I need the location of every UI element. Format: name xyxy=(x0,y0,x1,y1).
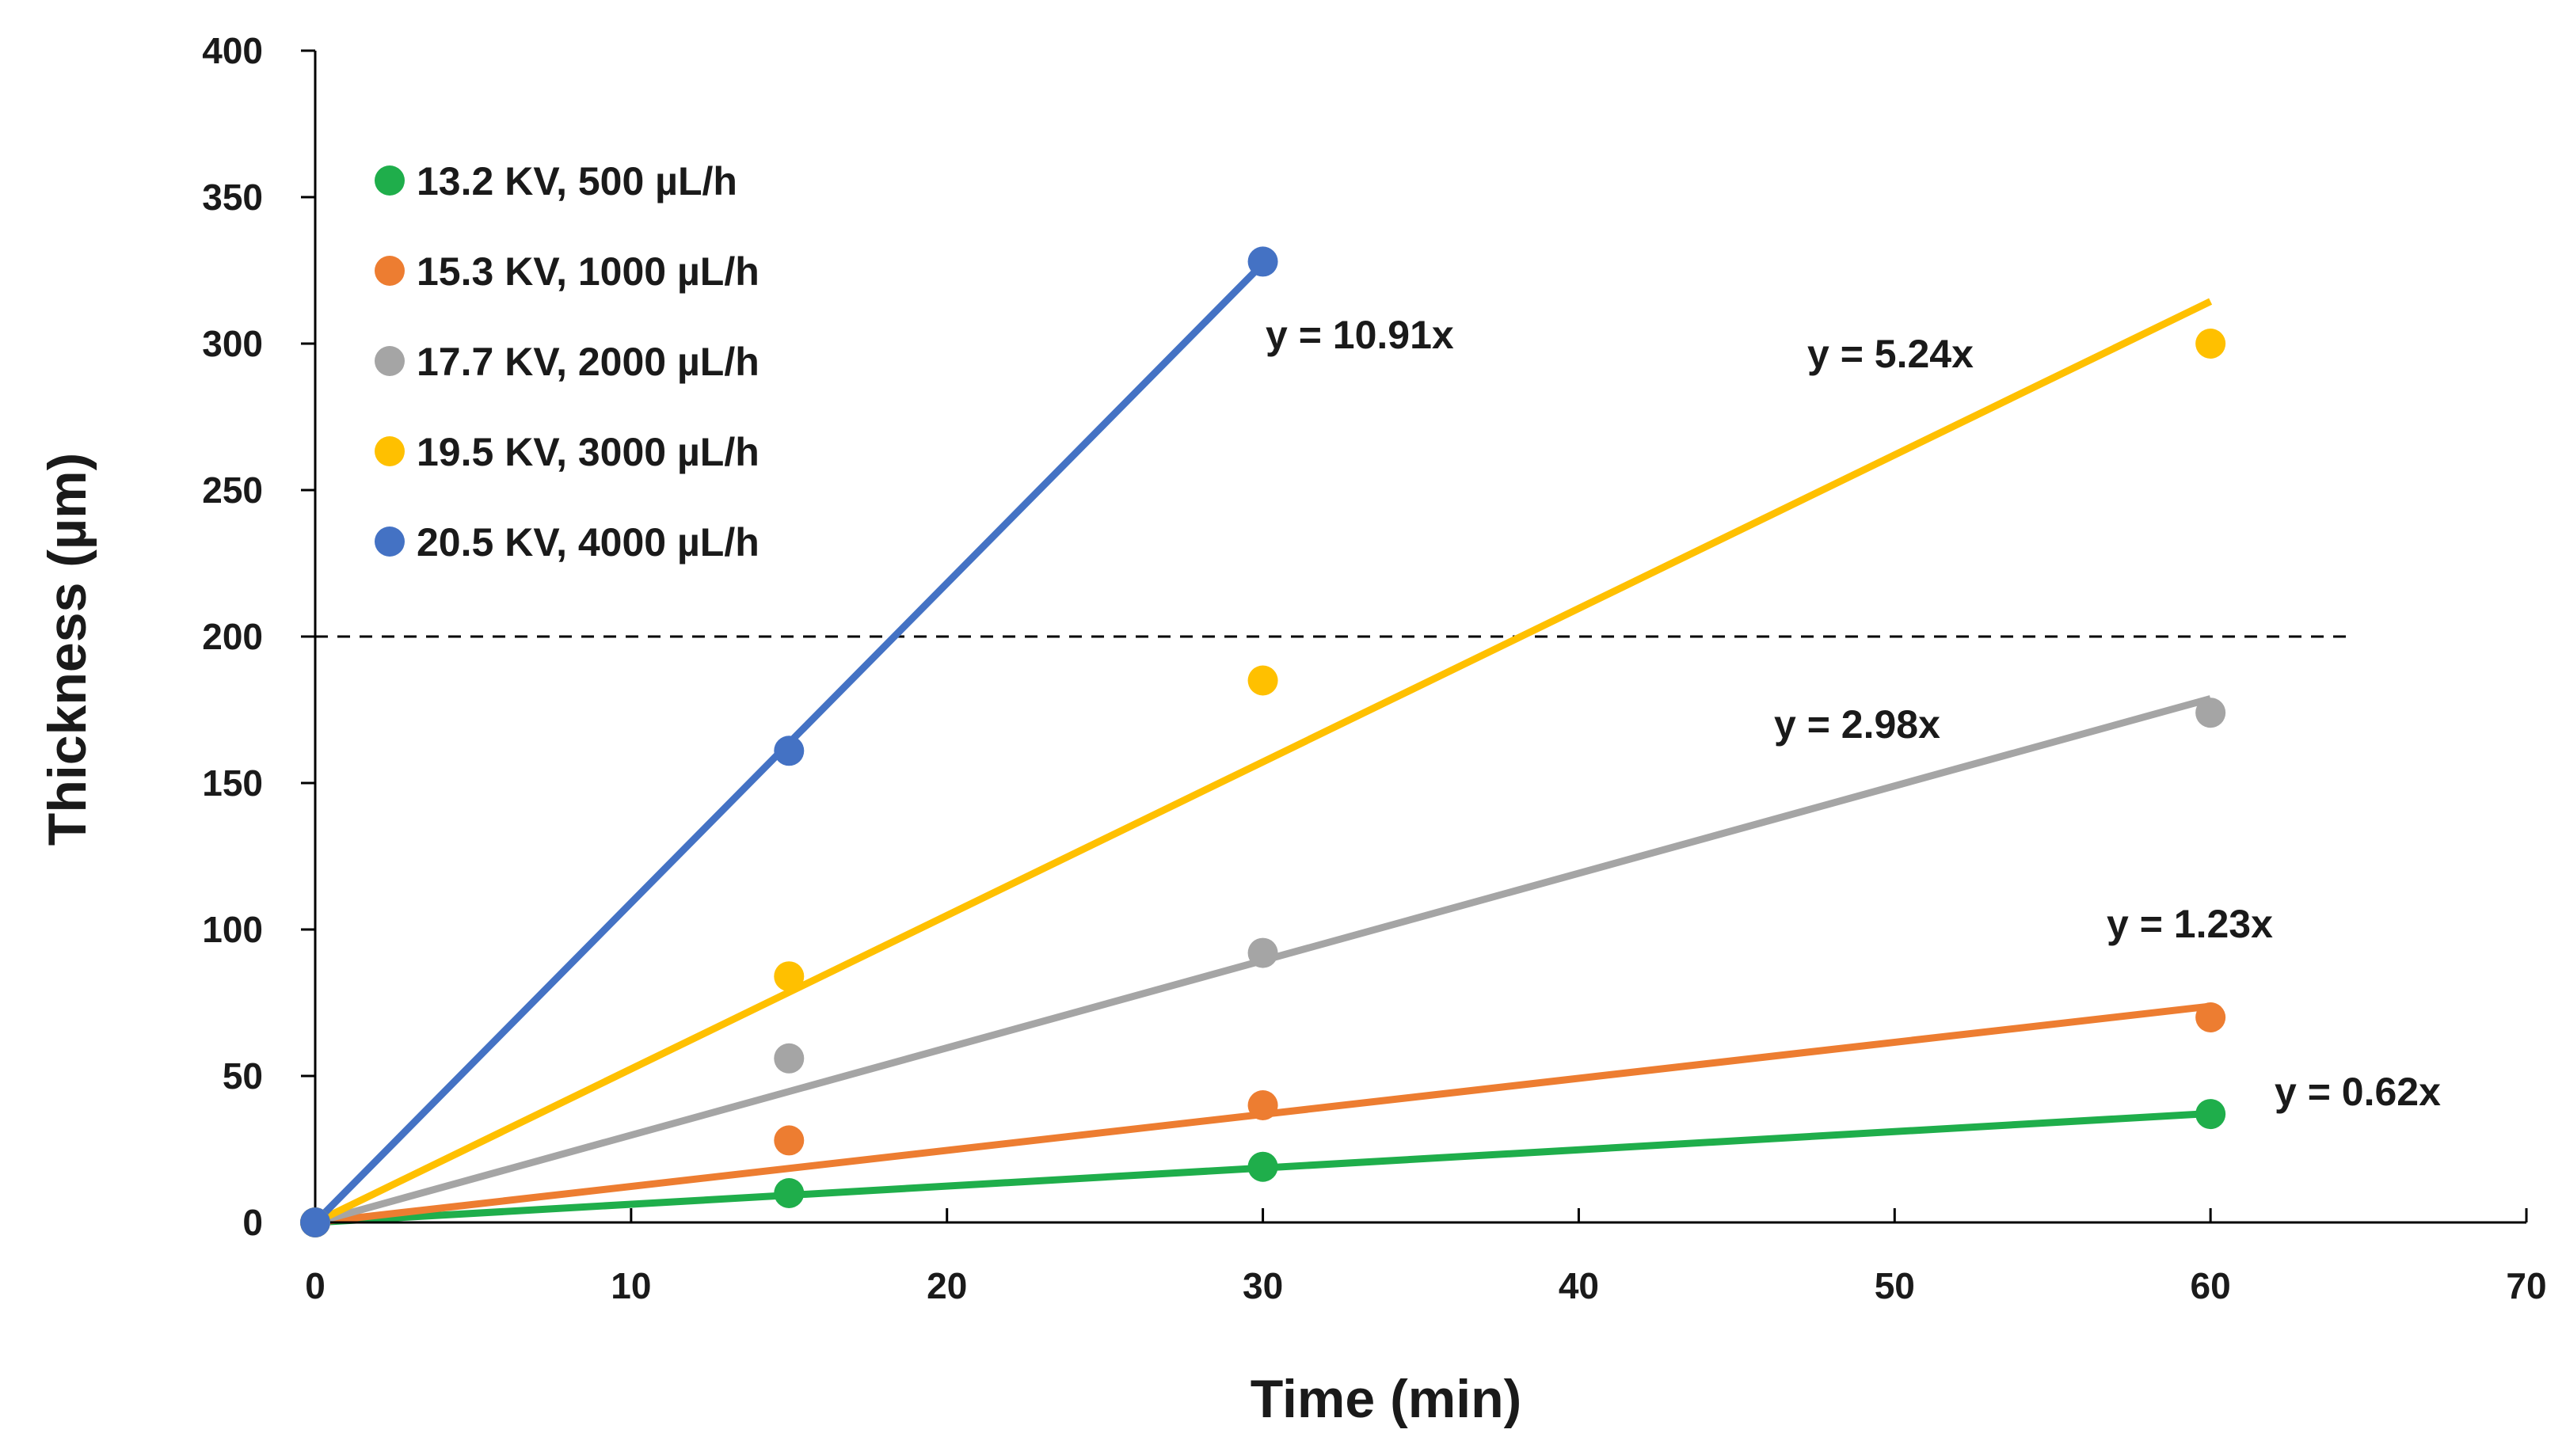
legend-marker-17-7-kv-2000-l-h xyxy=(375,346,405,376)
data-point-15-3-kv-1000-l-h-x15 xyxy=(774,1125,805,1156)
data-point-13-2-kv-500-l-h-x60 xyxy=(2195,1099,2226,1130)
data-point-13-2-kv-500-l-h-x30 xyxy=(1247,1151,1278,1182)
equation-label-19-5-kv-3000-l-h: y = 5.24x xyxy=(1807,332,1974,376)
data-point-19-5-kv-3000-l-h-x30 xyxy=(1247,665,1278,696)
y-axis-title: Thickness (µm) xyxy=(37,453,97,846)
legend-entry-19-5-kv-3000-l-h: 19.5 KV, 3000 µL/h xyxy=(417,430,760,474)
equation-label-layer: y = 0.62x y = 1.23x y = 2.98x y = 5.24x y = … xyxy=(1266,313,2441,1114)
x-axis-title: Time (min) xyxy=(1251,1369,1522,1429)
x-tick-label-30: 30 xyxy=(1243,1265,1283,1306)
y-tick-label-200: 200 xyxy=(202,616,263,657)
data-point-20-5-kv-4000-l-h-x15 xyxy=(774,736,805,766)
y-tick-label-100: 100 xyxy=(202,909,263,950)
data-point-15-3-kv-1000-l-h-x60 xyxy=(2195,1002,2226,1032)
legend-marker-13-2-kv-500-l-h xyxy=(375,165,405,196)
y-tick-label-300: 300 xyxy=(202,323,263,364)
data-point-layer xyxy=(300,246,2226,1237)
data-point-19-5-kv-3000-l-h-x15 xyxy=(774,961,805,992)
x-tick-label-20: 20 xyxy=(927,1265,967,1306)
x-tick-label-70: 70 xyxy=(2506,1265,2546,1306)
data-point-17-7-kv-2000-l-h-x30 xyxy=(1247,937,1278,968)
legend-entry-15-3-kv-1000-l-h: 15.3 KV, 1000 µL/h xyxy=(417,249,760,294)
legend-marker-20-5-kv-4000-l-h xyxy=(375,527,405,557)
data-point-13-2-kv-500-l-h-x15 xyxy=(774,1178,805,1208)
y-tick-label-400: 400 xyxy=(202,30,263,71)
y-tick-label-350: 350 xyxy=(202,177,263,218)
legend-entry-20-5-kv-4000-l-h: 20.5 KV, 4000 µL/h xyxy=(417,520,760,565)
data-point-15-3-kv-1000-l-h-x30 xyxy=(1247,1090,1278,1120)
x-tick-label-10: 10 xyxy=(611,1265,651,1306)
data-point-20-5-kv-4000-l-h-x30 xyxy=(1247,246,1278,277)
legend-marker-15-3-kv-1000-l-h xyxy=(375,256,405,286)
equation-label-15-3-kv-1000-l-h: y = 1.23x xyxy=(2107,902,2273,946)
trendline-19-5-kv-3000-l-h xyxy=(314,298,2213,1226)
legend-entry-17-7-kv-2000-l-h: 17.7 KV, 2000 µL/h xyxy=(417,340,760,384)
y-tick-label-250: 250 xyxy=(202,469,263,511)
data-point-20-5-kv-4000-l-h-x0 xyxy=(300,1207,330,1237)
legend: 13.2 KV, 500 µL/h 15.3 KV, 1000 µL/h 17.7 … xyxy=(375,159,760,565)
data-point-17-7-kv-2000-l-h-x15 xyxy=(774,1043,805,1074)
x-tick-label-40: 40 xyxy=(1559,1265,1599,1306)
x-tick-label-50: 50 xyxy=(1875,1265,1915,1306)
y-tick-label-50: 50 xyxy=(223,1055,263,1097)
y-tick-label-150: 150 xyxy=(202,762,263,804)
data-point-19-5-kv-3000-l-h-x60 xyxy=(2195,329,2226,359)
equation-label-17-7-kv-2000-l-h: y = 2.98x xyxy=(1774,702,1940,747)
legend-entry-13-2-kv-500-l-h: 13.2 KV, 500 µL/h xyxy=(417,159,737,203)
equation-label-20-5-kv-4000-l-h: y = 10.91x xyxy=(1266,313,1454,357)
legend-marker-19-5-kv-3000-l-h xyxy=(375,436,405,466)
y-tick-label-0: 0 xyxy=(242,1202,263,1243)
equation-label-13-2-kv-500-l-h: y = 0.62x xyxy=(2275,1070,2441,1114)
x-tick-label-60: 60 xyxy=(2191,1265,2231,1306)
tick-layer: 0 50 100 150 200 250 300 350 400 0 10 20 30 40 50 60 70 xyxy=(202,30,2546,1306)
x-tick-label-0: 0 xyxy=(305,1265,326,1306)
data-point-17-7-kv-2000-l-h-x60 xyxy=(2195,698,2226,728)
